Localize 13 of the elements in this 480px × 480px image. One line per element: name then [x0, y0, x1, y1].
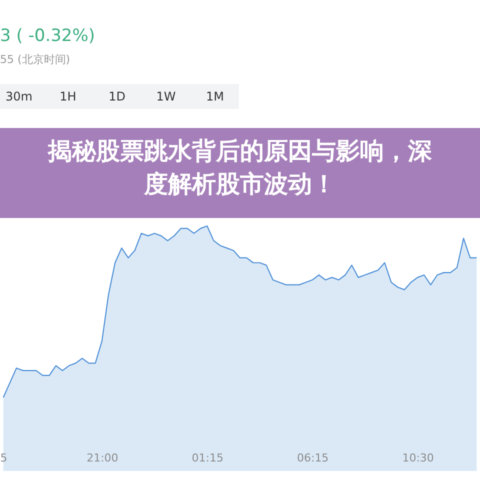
x-tick-label: 10:30 [402, 452, 434, 464]
text: 1D [108, 90, 126, 104]
chart-title: 揭秘股票跳水背后的原因与影响，深度解析股市波动！ [47, 137, 432, 198]
text: 30m [6, 90, 32, 104]
x-tick-label: 06:15 [296, 452, 329, 464]
x-tick-label: 5 [0, 452, 8, 464]
text: 55 (北京时间) [0, 53, 70, 66]
text: 1M [206, 90, 224, 104]
text: 3 ( -0.32%) [0, 26, 96, 46]
text: 1W [156, 90, 176, 104]
text: 1H [60, 90, 76, 104]
x-tick-label: 01:15 [192, 452, 224, 464]
x-tick-label: 21:00 [86, 452, 118, 464]
